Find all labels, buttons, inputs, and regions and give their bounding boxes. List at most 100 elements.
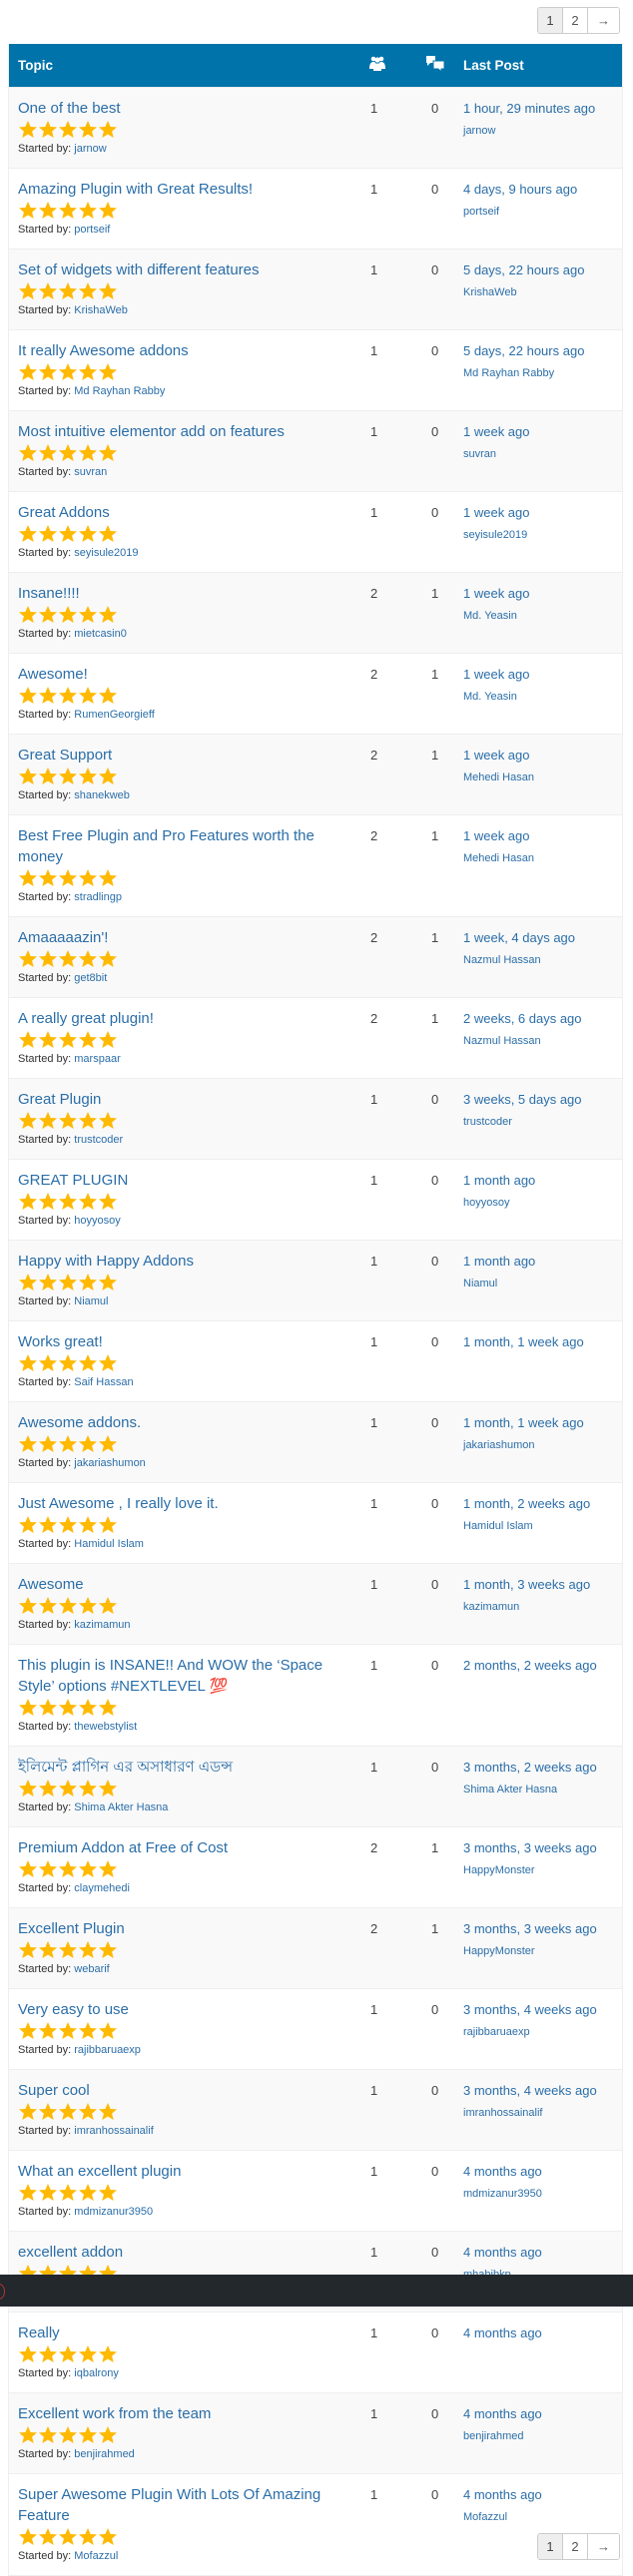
last-post-time-link[interactable]: 1 month, 1 week ago <box>463 1415 584 1430</box>
started-by-user-link[interactable]: benjirahmed <box>74 2448 135 2460</box>
topic-title-link[interactable]: Works great! <box>18 1333 103 1350</box>
last-post-time-link[interactable]: 5 days, 22 hours ago <box>463 343 585 358</box>
started-by-user-link[interactable]: marspaar <box>74 1053 121 1065</box>
last-post-author-link[interactable]: hoyyosoy <box>463 1197 510 1209</box>
last-post-time-link[interactable]: 5 days, 22 hours ago <box>463 262 585 277</box>
last-post-author-link[interactable]: HappyMonster <box>463 1864 535 1876</box>
started-by-user-link[interactable]: Mofazzul <box>74 2550 119 2562</box>
next-page-button[interactable]: → <box>587 2534 619 2559</box>
started-by-user-link[interactable]: mdmizanur3950 <box>74 2206 154 2218</box>
topic-title-link[interactable]: Awesome addons. <box>18 1414 142 1431</box>
topic-title-link[interactable]: Amazing Plugin with Great Results! <box>18 181 254 198</box>
last-post-author-link[interactable]: mdmizanur3950 <box>463 2188 542 2200</box>
last-post-time-link[interactable]: 1 week ago <box>463 424 530 439</box>
last-post-author-link[interactable]: seyisule2019 <box>463 529 528 541</box>
last-post-time-link[interactable]: 3 months, 4 weeks ago <box>463 2083 597 2098</box>
page-1-button[interactable]: 1 <box>538 8 562 33</box>
topic-title-link[interactable]: ইলিমেন্ট প্লাগিন এর অসাধারণ এডন্স <box>18 1759 234 1776</box>
started-by-user-link[interactable]: shanekweb <box>74 789 130 801</box>
last-post-time-link[interactable]: 3 months, 3 weeks ago <box>463 1840 597 1855</box>
last-post-time-link[interactable]: 1 month, 2 weeks ago <box>463 1496 591 1511</box>
last-post-time-link[interactable]: 2 months, 2 weeks ago <box>463 1658 597 1673</box>
started-by-user-link[interactable]: Saif Hassan <box>74 1376 134 1388</box>
last-post-author-link[interactable]: imranhossainalif <box>463 2107 543 2119</box>
started-by-user-link[interactable]: Hamidul Islam <box>74 1538 144 1550</box>
topic-title-link[interactable]: excellent addon <box>18 2244 124 2261</box>
topic-title-link[interactable]: This plugin is INSANE!! And WOW the ‘Spa… <box>18 1657 323 1695</box>
last-post-author-link[interactable]: suvran <box>463 448 497 460</box>
topic-title-link[interactable]: Awesome <box>18 1576 84 1593</box>
topic-title-link[interactable]: Great Plugin <box>18 1091 102 1108</box>
started-by-user-link[interactable]: seyisule2019 <box>74 547 139 559</box>
topic-title-link[interactable]: Insane!!!! <box>18 585 80 602</box>
topic-title-link[interactable]: GREAT PLUGIN <box>18 1172 129 1189</box>
topic-title-link[interactable]: Great Support <box>18 747 113 764</box>
last-post-time-link[interactable]: 1 month, 3 weeks ago <box>463 1577 591 1592</box>
last-post-author-link[interactable]: rajibbaruaexp <box>463 2026 530 2038</box>
last-post-time-link[interactable]: 4 months ago <box>463 2164 542 2179</box>
topic-title-link[interactable]: Amaaaaazin'! <box>18 929 109 946</box>
started-by-user-link[interactable]: kazimamun <box>74 1619 131 1631</box>
last-post-time-link[interactable]: 3 months, 3 weeks ago <box>463 1921 597 1936</box>
topic-title-link[interactable]: Super Awesome Plugin With Lots Of Amazin… <box>18 2486 321 2524</box>
last-post-author-link[interactable]: Mehedi Hasan <box>463 772 534 783</box>
last-post-author-link[interactable]: trustcoder <box>463 1116 512 1128</box>
last-post-author-link[interactable]: kazimamun <box>463 1601 520 1613</box>
started-by-user-link[interactable]: stradlingp <box>74 891 122 903</box>
last-post-time-link[interactable]: 1 week ago <box>463 586 530 601</box>
started-by-user-link[interactable]: jakariashumon <box>74 1457 146 1469</box>
last-post-author-link[interactable]: Hamidul Islam <box>463 1520 533 1532</box>
last-post-time-link[interactable]: 1 month ago <box>463 1173 536 1188</box>
last-post-time-link[interactable]: 1 week ago <box>463 748 530 763</box>
topic-title-link[interactable]: A really great plugin! <box>18 1010 154 1027</box>
topic-title-link[interactable]: It really Awesome addons <box>18 342 189 359</box>
started-by-user-link[interactable]: trustcoder <box>74 1134 124 1146</box>
last-post-author-link[interactable]: Mehedi Hasan <box>463 852 534 864</box>
last-post-author-link[interactable]: Nazmul Hassan <box>463 1035 541 1047</box>
started-by-user-link[interactable]: suvran <box>74 466 108 478</box>
topic-title-link[interactable]: One of the best <box>18 100 121 117</box>
last-post-time-link[interactable]: 1 hour, 29 minutes ago <box>463 101 596 116</box>
started-by-user-link[interactable]: Md Rayhan Rabby <box>74 385 166 397</box>
last-post-time-link[interactable]: 4 months ago <box>463 2487 542 2502</box>
started-by-user-link[interactable]: claymehedi <box>74 1882 130 1894</box>
last-post-author-link[interactable]: Md Rayhan Rabby <box>463 367 555 379</box>
last-post-time-link[interactable]: 3 months, 2 weeks ago <box>463 1760 597 1775</box>
last-post-author-link[interactable]: Shima Akter Hasna <box>463 1784 558 1796</box>
last-post-time-link[interactable]: 4 months ago <box>463 2406 542 2421</box>
topic-title-link[interactable]: Just Awesome , I really love it. <box>18 1495 219 1512</box>
last-post-time-link[interactable]: 1 month ago <box>463 1254 536 1269</box>
topic-title-link[interactable]: Excellent work from the team <box>18 2405 212 2422</box>
topic-title-link[interactable]: Set of widgets with different features <box>18 261 260 278</box>
last-post-time-link[interactable]: 1 week ago <box>463 828 530 843</box>
topic-title-link[interactable]: Premium Addon at Free of Cost <box>18 1839 229 1856</box>
topic-title-link[interactable]: Excellent Plugin <box>18 1920 125 1937</box>
last-post-author-link[interactable]: jarnow <box>463 125 496 137</box>
started-by-user-link[interactable]: get8bit <box>74 972 108 984</box>
last-post-time-link[interactable]: 4 months ago <box>463 2245 542 2260</box>
last-post-author-link[interactable]: Niamul <box>463 1278 498 1289</box>
last-post-author-link[interactable]: Nazmul Hassan <box>463 954 541 966</box>
last-post-author-link[interactable]: jakariashumon <box>463 1439 535 1451</box>
next-page-button[interactable]: → <box>587 8 619 33</box>
started-by-user-link[interactable]: thewebstylist <box>74 1721 138 1733</box>
started-by-user-link[interactable]: Niamul <box>74 1295 109 1307</box>
started-by-user-link[interactable]: jarnow <box>74 143 107 155</box>
page-1-button[interactable]: 1 <box>538 2534 562 2559</box>
started-by-user-link[interactable]: imranhossainalif <box>74 2125 154 2137</box>
topic-title-link[interactable]: Great Addons <box>18 504 110 521</box>
topic-title-link[interactable]: Very easy to use <box>18 2001 129 2018</box>
topic-title-link[interactable]: Awesome! <box>18 666 88 683</box>
started-by-user-link[interactable]: mietcasin0 <box>74 628 127 640</box>
last-post-time-link[interactable]: 1 week, 4 days ago <box>463 930 576 945</box>
last-post-time-link[interactable]: 4 days, 9 hours ago <box>463 182 578 197</box>
last-post-time-link[interactable]: 1 week ago <box>463 505 530 520</box>
last-post-time-link[interactable]: 1 month, 1 week ago <box>463 1334 584 1349</box>
topic-title-link[interactable]: What an excellent plugin <box>18 2163 182 2180</box>
started-by-user-link[interactable]: iqbalrony <box>74 2367 119 2379</box>
last-post-time-link[interactable]: 4 months ago <box>463 2325 542 2340</box>
last-post-time-link[interactable]: 1 week ago <box>463 667 530 682</box>
started-by-user-link[interactable]: RumenGeorgieff <box>74 709 155 721</box>
last-post-time-link[interactable]: 3 weeks, 5 days ago <box>463 1092 582 1107</box>
started-by-user-link[interactable]: KrishaWeb <box>74 304 128 316</box>
